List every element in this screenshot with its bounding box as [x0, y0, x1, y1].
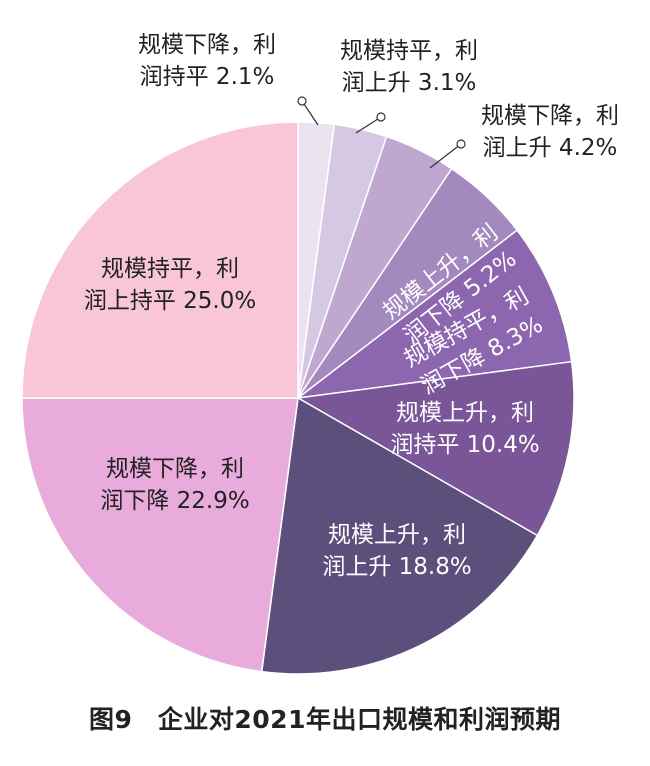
data-label-line2: 润持平 10.4% [390, 432, 539, 458]
pie-slice [295, 360, 575, 537]
data-label: 规模持平，利润上持平 25.0% [84, 256, 256, 314]
data-label-line1: 规模持平，利 [340, 38, 478, 64]
slice-labels: 规模下降，利润持平 2.1%规模持平，利润上升 3.1%规模下降，利润上升 4.… [84, 32, 619, 580]
data-label: 规模下降，利润持平 2.1% [138, 32, 276, 90]
chart-title: 图9 企业对2021年出口规模和利润预期 [89, 705, 561, 734]
pie-slice [295, 229, 573, 400]
leader-dot [297, 96, 307, 106]
data-label-line1: 规模上升，利 [328, 522, 466, 548]
data-label: 规模上升，利润持平 10.4% [390, 400, 539, 458]
pie-slices [21, 121, 575, 675]
leader-line [429, 143, 462, 169]
data-label: 规模下降，利润上升 4.2% [481, 103, 619, 161]
pie-slice [21, 397, 299, 673]
leader-line [301, 100, 319, 126]
pie-slice [260, 396, 539, 675]
data-label-line2: 润上升 18.8% [322, 554, 471, 580]
leader-lines [297, 96, 466, 169]
data-label-line2: 润上持平 25.0% [84, 288, 256, 314]
data-label-line2: 润上升 3.1% [342, 70, 477, 96]
data-label-line1: 规模下降，利 [106, 456, 244, 482]
leader-dot [376, 112, 386, 122]
data-label-line1: 规模上升，利 [396, 400, 534, 426]
pie-slice [21, 121, 299, 399]
data-label: 规模持平，利润上升 3.1% [340, 38, 478, 96]
data-label-line1: 规模下降，利 [481, 103, 619, 129]
data-label-line1: 规模持平，利 [101, 256, 239, 282]
leader-line [355, 116, 382, 134]
data-label-line2: 润下降 22.9% [100, 488, 249, 514]
data-label-line2: 润持平 2.1% [140, 64, 275, 90]
data-label-line2: 润上升 4.2% [483, 135, 618, 161]
data-label: 规模上升，利润上升 18.8% [322, 522, 471, 580]
leader-dot [456, 139, 466, 149]
data-label: 规模下降，利润下降 22.9% [100, 456, 249, 514]
data-label-line1: 规模下降，利 [138, 32, 276, 58]
